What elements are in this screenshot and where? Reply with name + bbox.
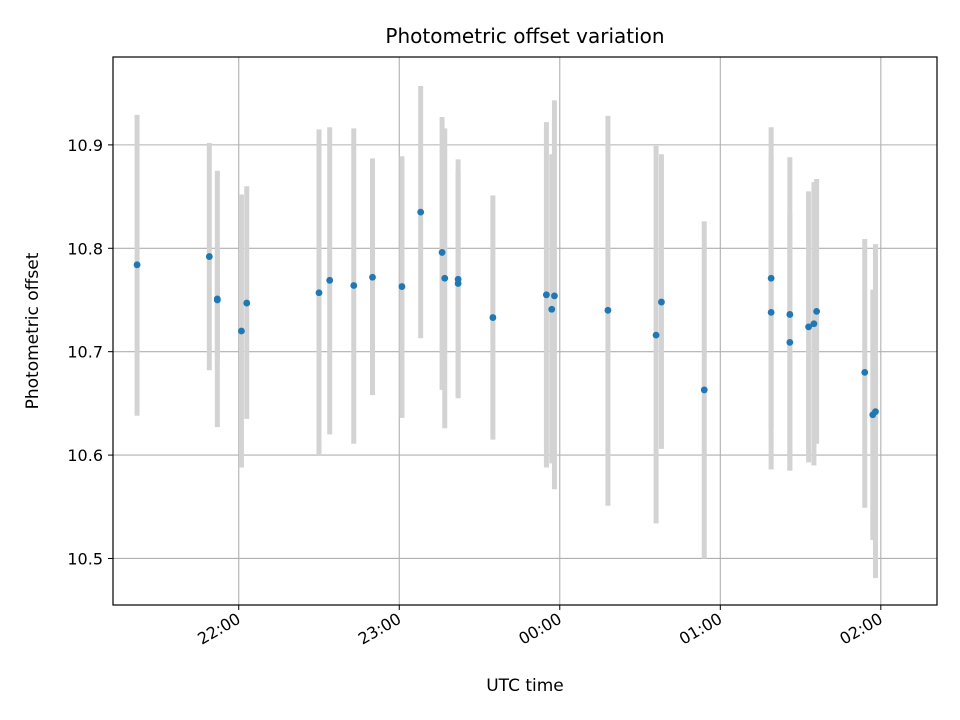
data-point [238,327,245,335]
y-axis-label: Photometric offset [23,252,43,409]
data-point [861,368,869,376]
y-tick-label: 10.8 [67,239,103,258]
data-point [398,283,406,290]
data-point [548,305,556,313]
data-point [417,208,425,216]
data-point [243,299,251,307]
data-point [441,274,449,282]
plot-frame [112,56,938,606]
data-point [658,298,665,306]
data-point [872,408,879,416]
y-tick-label: 10.9 [67,136,103,155]
data-point [454,280,462,287]
data-point [767,274,775,282]
data-point [489,314,497,321]
data-points [133,208,879,419]
data-point [786,338,794,346]
data-point [438,249,446,256]
grid [113,57,937,605]
data-point [133,261,141,269]
y-tick-label: 10.7 [67,343,103,362]
y-tick-label: 10.5 [67,549,103,568]
data-point [652,331,660,339]
data-point [767,308,775,316]
data-point [369,273,376,281]
x-axis-label: UTC time [486,676,564,696]
data-point [543,291,550,299]
data-point [551,292,558,300]
data-point [805,323,812,331]
data-point [604,306,612,314]
data-point [315,289,323,297]
data-point [700,386,708,394]
data-point [350,282,358,289]
data-point [205,253,213,260]
y-tick-label: 10.6 [67,446,103,465]
data-point [326,276,334,284]
data-point [786,311,794,318]
data-point [810,320,818,328]
data-point [213,296,221,304]
data-point [813,307,821,315]
chart-title: Photometric offset variation [385,24,664,48]
